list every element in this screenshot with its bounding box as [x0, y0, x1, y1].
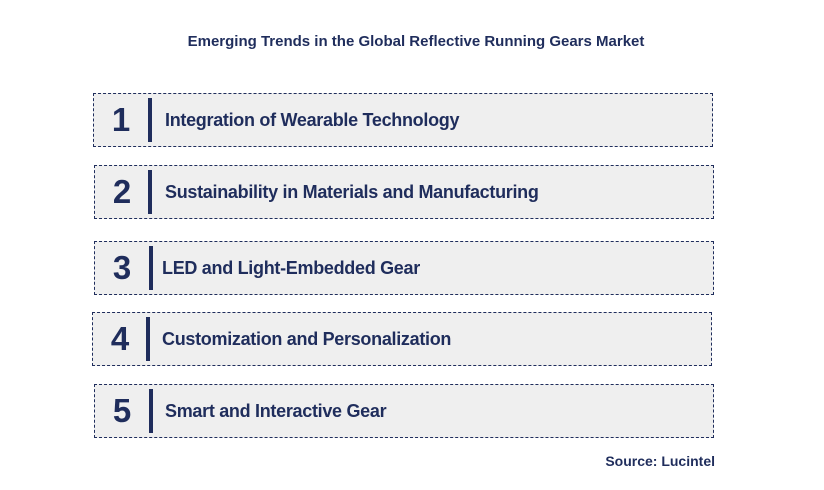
divider-bar [149, 246, 153, 290]
divider-bar [148, 98, 152, 142]
trend-number: 5 [112, 392, 132, 429]
trend-number: 4 [110, 320, 130, 357]
trend-label: LED and Light-Embedded Gear [162, 257, 420, 278]
trend-item-1: 1 Integration of Wearable Technology [93, 93, 713, 147]
source-note: Source: Lucintel [605, 453, 715, 469]
divider-bar [148, 170, 152, 214]
trend-item-3: 3 LED and Light-Embedded Gear [94, 241, 714, 295]
diagram-title: Emerging Trends in the Global Reflective… [187, 33, 645, 50]
trend-label: Smart and Interactive Gear [165, 400, 387, 421]
divider-bar [149, 389, 153, 433]
divider-bar [146, 317, 150, 361]
trend-number: 1 [111, 101, 131, 138]
trend-label: Sustainability in Materials and Manufact… [165, 181, 539, 202]
trend-number: 2 [112, 173, 132, 210]
trend-item-5: 5 Smart and Interactive Gear [94, 384, 714, 438]
trend-number: 3 [112, 249, 132, 286]
trend-item-4: 4 Customization and Personalization [92, 312, 712, 366]
trend-item-2: 2 Sustainability in Materials and Manufa… [94, 165, 714, 219]
trend-label: Integration of Wearable Technology [165, 109, 460, 130]
trend-label: Customization and Personalization [162, 328, 452, 349]
